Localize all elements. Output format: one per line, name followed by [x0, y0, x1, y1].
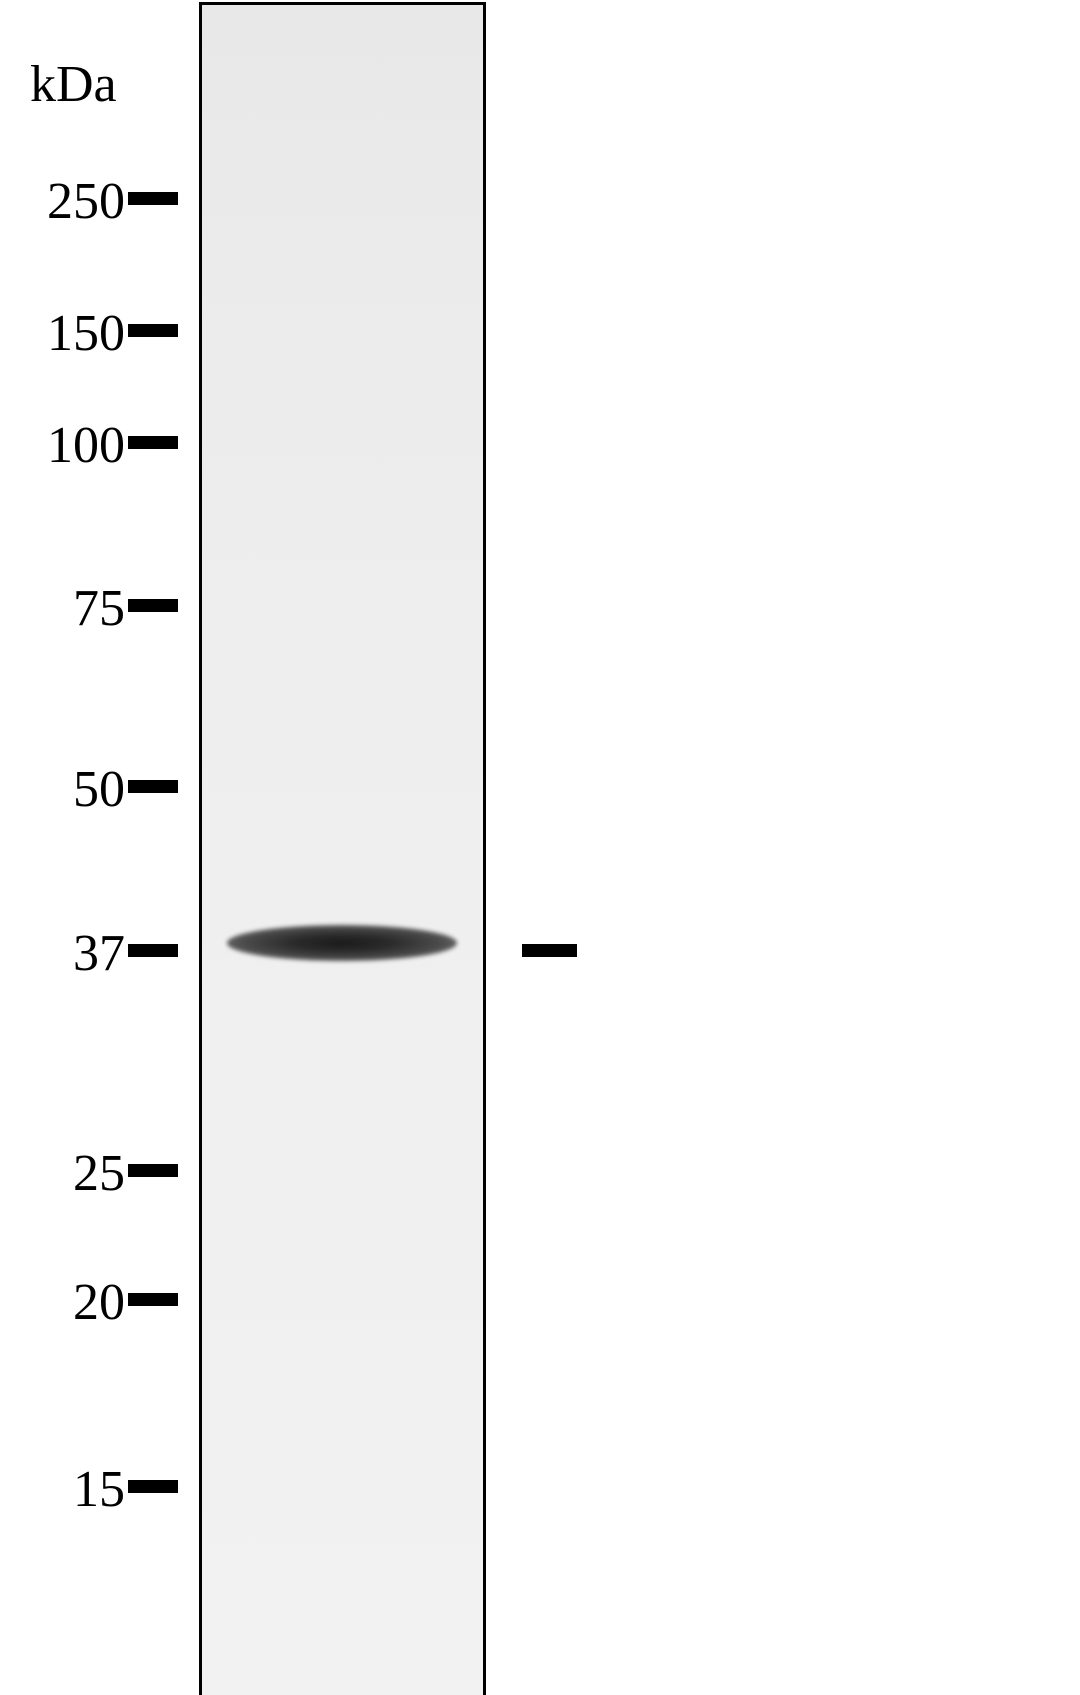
mw-tick-37 — [128, 944, 178, 957]
mw-label-250: 250 — [47, 172, 125, 231]
mw-label-100: 100 — [47, 416, 125, 475]
mw-tick-25 — [128, 1164, 178, 1177]
mw-tick-20 — [128, 1293, 178, 1306]
mw-tick-75 — [128, 599, 178, 612]
mw-label-20: 20 — [73, 1273, 125, 1332]
unit-label: kDa — [30, 55, 117, 114]
western-blot-figure: kDa 250 150 100 75 50 37 25 20 15 — [0, 0, 1080, 1695]
mw-tick-50 — [128, 780, 178, 793]
mw-label-50: 50 — [73, 760, 125, 819]
mw-tick-15 — [128, 1480, 178, 1493]
band-pointer — [522, 944, 577, 957]
mw-tick-100 — [128, 436, 178, 449]
mw-label-37: 37 — [73, 924, 125, 983]
lane-border — [199, 2, 486, 1695]
mw-label-150: 150 — [47, 304, 125, 363]
mw-tick-150 — [128, 324, 178, 337]
mw-label-25: 25 — [73, 1144, 125, 1203]
mw-tick-250 — [128, 192, 178, 205]
mw-label-15: 15 — [73, 1460, 125, 1519]
mw-label-75: 75 — [73, 579, 125, 638]
